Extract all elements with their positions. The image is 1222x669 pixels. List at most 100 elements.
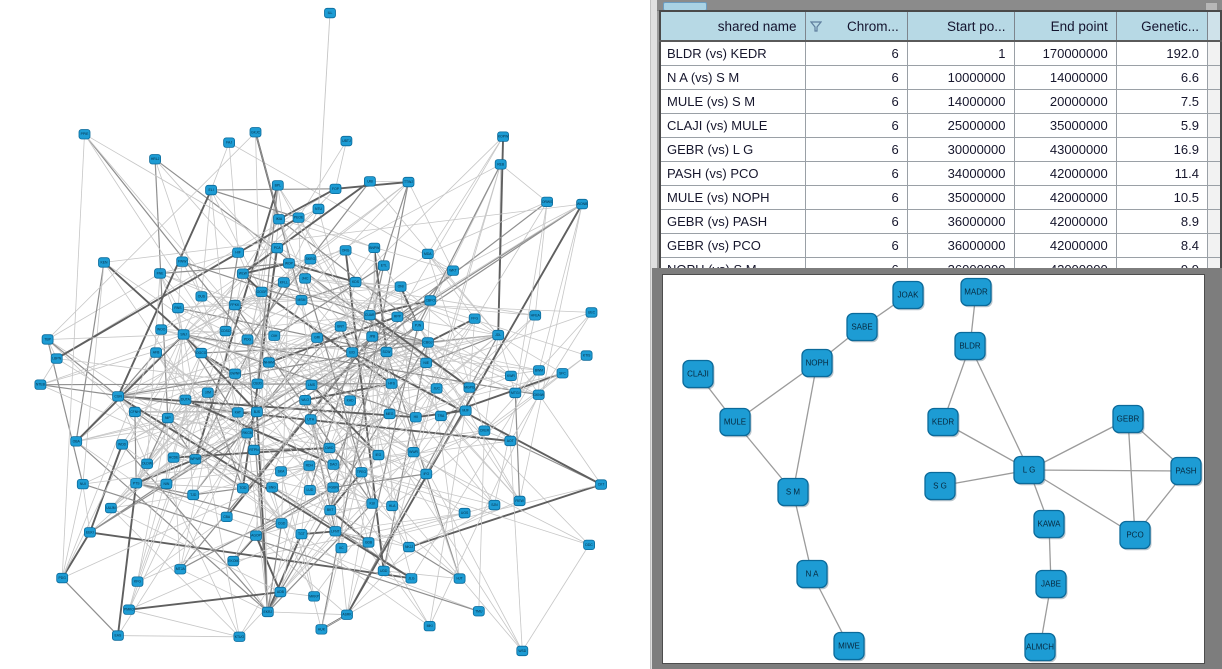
graph-edge[interactable]: [361, 471, 590, 546]
graph-node[interactable]: ELI: [205, 184, 218, 196]
graph-node[interactable]: DDC: [583, 539, 595, 550]
graph-edge[interactable]: [160, 273, 244, 330]
graph-edge[interactable]: [268, 286, 401, 363]
graph-edge[interactable]: [146, 399, 186, 464]
graph-edge[interactable]: [361, 471, 410, 548]
graph-edge[interactable]: [341, 484, 602, 549]
graph-node[interactable]: PDG: [56, 572, 69, 584]
table-row[interactable]: N A (vs) S M 6 10000000 14000000 6.6: [659, 65, 1222, 90]
graph-edge[interactable]: [368, 542, 430, 627]
graph-node[interactable]: EID: [346, 347, 359, 358]
graph-node[interactable]: DAO: [327, 459, 340, 470]
graph-edge[interactable]: [378, 315, 536, 456]
graph-edge[interactable]: [427, 136, 504, 255]
graph-node[interactable]: SCW: [380, 346, 393, 358]
graph-edge[interactable]: [369, 314, 470, 389]
graph-edge[interactable]: [514, 392, 521, 501]
graph-edge[interactable]: [180, 568, 268, 613]
graph-node[interactable]: TRA: [434, 410, 447, 422]
graph-node-PCO[interactable]: PCO: [1119, 520, 1152, 551]
graph-node[interactable]: WONB: [576, 198, 589, 210]
graph-node[interactable]: CKT: [595, 479, 607, 490]
graph-node[interactable]: WPNR: [189, 454, 202, 465]
graph-edge[interactable]: [310, 400, 351, 420]
graph-node[interactable]: HJT: [453, 573, 466, 584]
graph-edge[interactable]: [82, 412, 238, 485]
graph-node[interactable]: KEN: [98, 257, 110, 268]
graph-node[interactable]: KAD: [344, 395, 357, 406]
graph-edge[interactable]: [267, 523, 283, 612]
graph-node[interactable]: EAS: [112, 630, 124, 641]
graph-node[interactable]: WSD: [516, 645, 529, 657]
graph-edge[interactable]: [413, 415, 442, 453]
graph-node[interactable]: IFO: [420, 468, 433, 480]
graph-node[interactable]: MTGI: [509, 387, 522, 399]
graph-node[interactable]: ETL: [377, 260, 390, 271]
graph-edge[interactable]: [84, 133, 398, 318]
graph-edge[interactable]: [427, 253, 485, 431]
graph-node[interactable]: BNPW: [368, 242, 381, 254]
graph-edge[interactable]: [340, 326, 390, 415]
graph-node[interactable]: TPEG: [355, 467, 368, 478]
graph-node[interactable]: KUI: [366, 498, 379, 509]
graph-edge[interactable]: [76, 369, 540, 442]
graph-node[interactable]: UEC: [585, 307, 598, 318]
graph-edge[interactable]: [82, 483, 479, 612]
graph-edge[interactable]: [341, 512, 465, 549]
graph-edge[interactable]: [309, 181, 410, 491]
graph-edge[interactable]: [210, 189, 262, 293]
graph-node[interactable]: CBA: [220, 511, 233, 522]
graph-edge[interactable]: [242, 262, 290, 275]
graph-node-MULE[interactable]: MULE: [719, 407, 752, 438]
graph-node[interactable]: OGCG: [195, 347, 208, 359]
graph-edge[interactable]: [200, 352, 362, 473]
graph-edge[interactable]: [177, 307, 387, 353]
graph-edge[interactable]: [56, 358, 258, 385]
graph-edge[interactable]: [47, 334, 184, 340]
graph-edge[interactable]: [425, 387, 470, 475]
graph-node[interactable]: GWNF: [229, 368, 242, 379]
graph-edge[interactable]: [397, 316, 499, 336]
graph-edge[interactable]: [320, 181, 410, 630]
graph-node[interactable]: NKJJ: [403, 541, 415, 553]
graph-node[interactable]: KFG: [131, 576, 144, 587]
graph-edge[interactable]: [121, 342, 429, 445]
graph-node[interactable]: FPKK: [228, 299, 241, 311]
graph-edge[interactable]: [201, 189, 212, 297]
graph-node-LG[interactable]: L G: [1013, 455, 1046, 486]
graph-edge[interactable]: [103, 262, 465, 514]
graph-edge[interactable]: [378, 454, 427, 475]
overview-network-canvas[interactable]: LFNT EKOM AFB SKRG FNE FGBN JUC TBP SCW MGPG JLG BJ…: [0, 0, 650, 669]
graph-edge[interactable]: [397, 136, 504, 317]
graph-node[interactable]: KTUO: [233, 631, 246, 642]
table-row[interactable]: NOPH (vs) S M636000000420000009.9: [659, 257, 1222, 268]
graph-edge[interactable]: [195, 458, 430, 627]
graph-edge[interactable]: [234, 299, 302, 306]
graph-edge[interactable]: [117, 189, 212, 397]
graph-edge[interactable]: [313, 387, 470, 597]
graph-edge[interactable]: [484, 335, 499, 431]
graph-edge[interactable]: [61, 134, 85, 579]
graph-node[interactable]: LUD: [303, 484, 316, 496]
graph-node[interactable]: NUI: [76, 478, 89, 490]
graph-edge[interactable]: [89, 444, 123, 533]
graph-node[interactable]: IKIA: [273, 214, 285, 225]
graph-node[interactable]: IEG: [372, 449, 385, 461]
graph-node[interactable]: GKJC: [249, 127, 262, 138]
graph-edge[interactable]: [276, 188, 336, 249]
graph-node[interactable]: ORG: [339, 245, 352, 256]
graph-edge[interactable]: [210, 142, 230, 191]
graph-edge[interactable]: [183, 333, 539, 396]
graph-edge[interactable]: [40, 334, 184, 386]
graph-edge[interactable]: [519, 204, 583, 501]
graph-edge[interactable]: [103, 203, 583, 263]
graph-edge[interactable]: [76, 362, 427, 442]
graph-edge[interactable]: [369, 181, 499, 336]
graph-edge[interactable]: [391, 383, 417, 418]
graph-edge[interactable]: [182, 333, 258, 413]
graph-edge[interactable]: [118, 362, 427, 397]
graph-edge[interactable]: [134, 411, 137, 484]
graph-edge[interactable]: [134, 411, 379, 456]
graph-edge[interactable]: [288, 249, 346, 264]
graph-node-NA[interactable]: N A: [796, 559, 829, 590]
